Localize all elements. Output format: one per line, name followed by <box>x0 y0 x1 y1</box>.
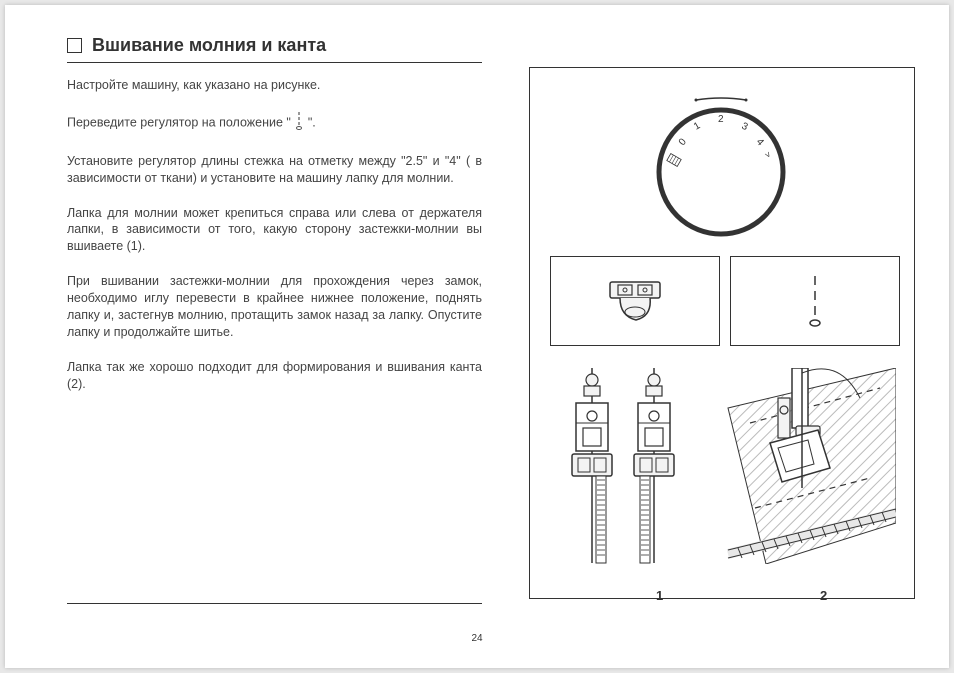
figure-label-1: 1 <box>656 588 663 603</box>
stitch-symbol-box <box>730 256 900 346</box>
zipper-foot-icon <box>590 274 680 329</box>
dial-num-4: 4 <box>754 137 766 149</box>
text-column: Настройте машину, как указано на рисунке… <box>67 77 482 392</box>
paragraph-3: Установите регулятор длины стежка на отм… <box>67 153 482 187</box>
paragraph-2b: ". <box>308 116 316 130</box>
dial-num-2: 2 <box>718 114 724 125</box>
paragraph-5: При вшивании застежки-молнии для прохожд… <box>67 273 482 341</box>
bottom-illustrations <box>550 368 896 564</box>
title-row: Вшивание молния и канта <box>67 35 919 56</box>
zipper-foot-box <box>550 256 720 346</box>
straight-stitch-icon <box>294 112 304 135</box>
figure-label-2: 2 <box>820 588 827 603</box>
dial-num-1: 1 <box>692 120 703 133</box>
paragraph-2: Переведите регулятор на положение " ". <box>67 112 482 135</box>
mid-illustration-row <box>550 256 900 346</box>
title-rule <box>67 62 482 63</box>
stitch-length-dial: 0 1 2 3 4 > <box>646 92 796 247</box>
straight-stitch-icon <box>800 271 830 331</box>
page-title: Вшивание молния и канта <box>92 35 326 56</box>
svg-text:>: > <box>762 150 773 160</box>
paragraph-6: Лапка так же хорошо подходит для формиро… <box>67 359 482 393</box>
bottom-rule <box>67 603 482 604</box>
dial-num-3: 3 <box>740 121 750 134</box>
paragraph-2a: Переведите регулятор на положение " <box>67 116 294 130</box>
figure-panel: 0 1 2 3 4 > <box>529 67 915 599</box>
figure-1-group <box>572 368 674 563</box>
page-number: 24 <box>5 633 949 644</box>
figure-2-group <box>728 368 896 564</box>
paragraph-4: Лапка для молнии может крепиться справа … <box>67 205 482 256</box>
paragraph-1: Настройте машину, как указано на рисунке… <box>67 77 482 94</box>
title-checkbox-icon <box>67 38 82 53</box>
dial-num-0: 0 <box>677 136 689 148</box>
manual-page: Вшивание молния и канта Настройте машину… <box>5 5 949 668</box>
